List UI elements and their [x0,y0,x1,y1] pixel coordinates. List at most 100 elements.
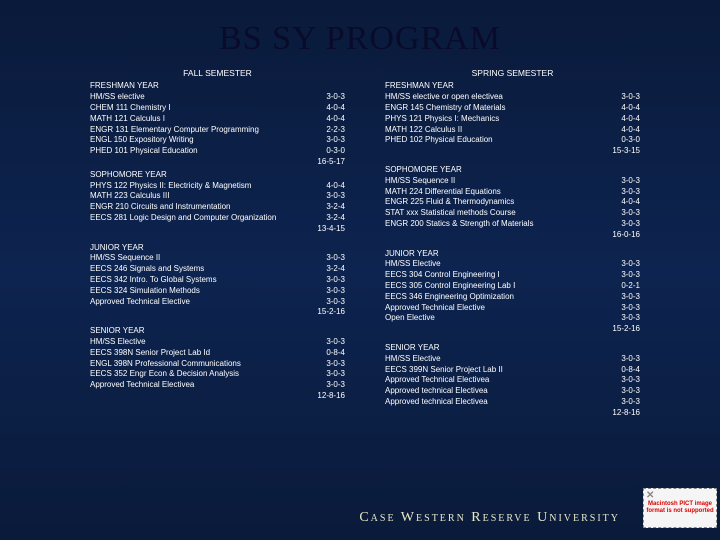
fall-senior-header: SENIOR YEAR [90,326,345,337]
course-label: HM/SS Sequence II [90,253,300,264]
spring-sophomore-header: SOPHOMORE YEAR [385,165,640,176]
total-credits: 15-3-15 [595,146,640,157]
course-label: EECS 281 Logic Design and Computer Organ… [90,213,300,224]
course-credits: 3-0-3 [595,292,640,303]
course-row: EECS 352 Engr Econ & Decision Analysis3-… [90,369,345,380]
course-label: ENGR 210 Circuits and Instrumentation [90,202,300,213]
fall-sophomore-header: SOPHOMORE YEAR [90,170,345,181]
course-credits: 3-0-3 [595,354,640,365]
total-credits: 12-8-16 [300,391,345,402]
course-label: Approved technical Electivea [385,397,595,408]
course-row: HM/SS Elective3-0-3 [385,354,640,365]
course-row: EECS 246 Signals and Systems3-2-4 [90,264,345,275]
total-row: 15-2-16 [90,307,345,318]
course-label: EECS 305 Control Engineering Lab I [385,281,595,292]
course-label: PHED 101 Physical Education [90,146,300,157]
total-credits: 13-4-15 [300,224,345,235]
course-row: HM/SS Sequence II3-0-3 [385,176,640,187]
course-credits: 4-0-4 [300,181,345,192]
course-row: Approved technical Electivea3-0-3 [385,386,640,397]
course-label: PHYS 122 Physics II: Electricity & Magne… [90,181,300,192]
course-label: Approved Technical Elective [385,303,595,314]
course-credits: 4-0-4 [595,114,640,125]
course-row: ENGR 210 Circuits and Instrumentation3-2… [90,202,345,213]
course-label: Approved Technical Electivea [385,375,595,386]
spring-column: SPRING SEMESTER FRESHMAN YEAR HM/SS elec… [365,68,640,419]
course-row: EECS 346 Engineering Optimization3-0-3 [385,292,640,303]
course-credits: 3-0-3 [595,397,640,408]
course-credits: 3-0-3 [300,359,345,370]
course-row: MATH 121 Calculus I4-0-4 [90,114,345,125]
course-row: ENGR 145 Chemistry of Materials4-0-4 [385,103,640,114]
course-credits: 3-0-3 [595,270,640,281]
course-credits: 3-0-3 [595,303,640,314]
course-credits: 3-0-3 [300,297,345,308]
course-credits: 3-0-3 [300,337,345,348]
course-label: ENGR 225 Fluid & Thermodynamics [385,197,595,208]
total-row: 16-0-16 [385,230,640,241]
course-credits: 0-3-0 [300,146,345,157]
course-row: MATH 223 Calculus III3-0-3 [90,191,345,202]
course-credits: 0-8-4 [595,365,640,376]
total-row: 16-5-17 [90,157,345,168]
course-row: PHYS 121 Physics I: Mechanics4-0-4 [385,114,640,125]
spring-header: SPRING SEMESTER [385,68,640,79]
course-label: EECS 346 Engineering Optimization [385,292,595,303]
course-label: HM/SS Sequence II [385,176,595,187]
course-row: EECS 304 Control Engineering I3-0-3 [385,270,640,281]
course-credits: 0-2-1 [595,281,640,292]
course-credits: 3-2-4 [300,202,345,213]
course-label: ENGR 200 Statics & Strength of Materials [385,219,595,230]
course-label: ENGL 150 Expository Writing [90,135,300,146]
course-row: Approved technical Electivea3-0-3 [385,397,640,408]
course-label: Approved Technical Elective [90,297,300,308]
course-row: ENGR 131 Elementary Computer Programming… [90,125,345,136]
course-row: EECS 305 Control Engineering Lab I0-2-1 [385,281,640,292]
pict-error-text: Macintosh PICT image format is not suppo… [644,501,716,514]
total-row: 12-8-16 [385,408,640,419]
course-row: ENGR 200 Statics & Strength of Materials… [385,219,640,230]
course-label: EECS 304 Control Engineering I [385,270,595,281]
fall-junior-header: JUNIOR YEAR [90,243,345,254]
pict-placeholder: ✕ Macintosh PICT image format is not sup… [643,488,717,528]
course-row: MATH 224 Differential Equations3-0-3 [385,187,640,198]
course-row: EECS 281 Logic Design and Computer Organ… [90,213,345,224]
fall-column: FALL SEMESTER FRESHMAN YEAR HM/SS electi… [90,68,365,419]
total-credits: 16-5-17 [300,157,345,168]
course-credits: 3-0-3 [595,176,640,187]
total-row: 15-2-16 [385,324,640,335]
course-label: HM/SS Elective [385,259,595,270]
course-credits: 4-0-4 [300,114,345,125]
spring-junior-header: JUNIOR YEAR [385,249,640,260]
course-row: PHED 101 Physical Education0-3-0 [90,146,345,157]
course-credits: 3-0-3 [300,380,345,391]
course-credits: 3-0-3 [595,313,640,324]
course-row: PHED 102 Physical Education0-3-0 [385,135,640,146]
course-credits: 3-0-3 [300,275,345,286]
course-credits: 3-0-3 [595,375,640,386]
course-row: CHEM 111 Chemistry I4-0-4 [90,103,345,114]
course-row: HM/SS Elective3-0-3 [90,337,345,348]
course-credits: 4-0-4 [300,103,345,114]
broken-image-icon: ✕ [646,490,654,501]
course-credits: 3-0-3 [300,253,345,264]
course-row: MATH 122 Calculus II4-0-4 [385,125,640,136]
course-row: EECS 399N Senior Project Lab II0-8-4 [385,365,640,376]
course-row: EECS 324 Simulation Methods3-0-3 [90,286,345,297]
course-label: MATH 224 Differential Equations [385,187,595,198]
course-label: ENGR 145 Chemistry of Materials [385,103,595,114]
course-row: PHYS 122 Physics II: Electricity & Magne… [90,181,345,192]
fall-header: FALL SEMESTER [90,68,345,79]
course-label: PHYS 121 Physics I: Mechanics [385,114,595,125]
total-row: 13-4-15 [90,224,345,235]
course-row: Approved Technical Elective3-0-3 [90,297,345,308]
course-credits: 3-0-3 [595,92,640,103]
course-label: EECS 342 Intro. To Global Systems [90,275,300,286]
course-label: EECS 398N Senior Project Lab Id [90,348,300,359]
course-credits: 3-0-3 [595,187,640,198]
course-label: Approved technical Electivea [385,386,595,397]
course-row: EECS 398N Senior Project Lab Id0-8-4 [90,348,345,359]
course-credits: 3-0-3 [300,286,345,297]
course-row: HM/SS elective3-0-3 [90,92,345,103]
course-label: EECS 352 Engr Econ & Decision Analysis [90,369,300,380]
